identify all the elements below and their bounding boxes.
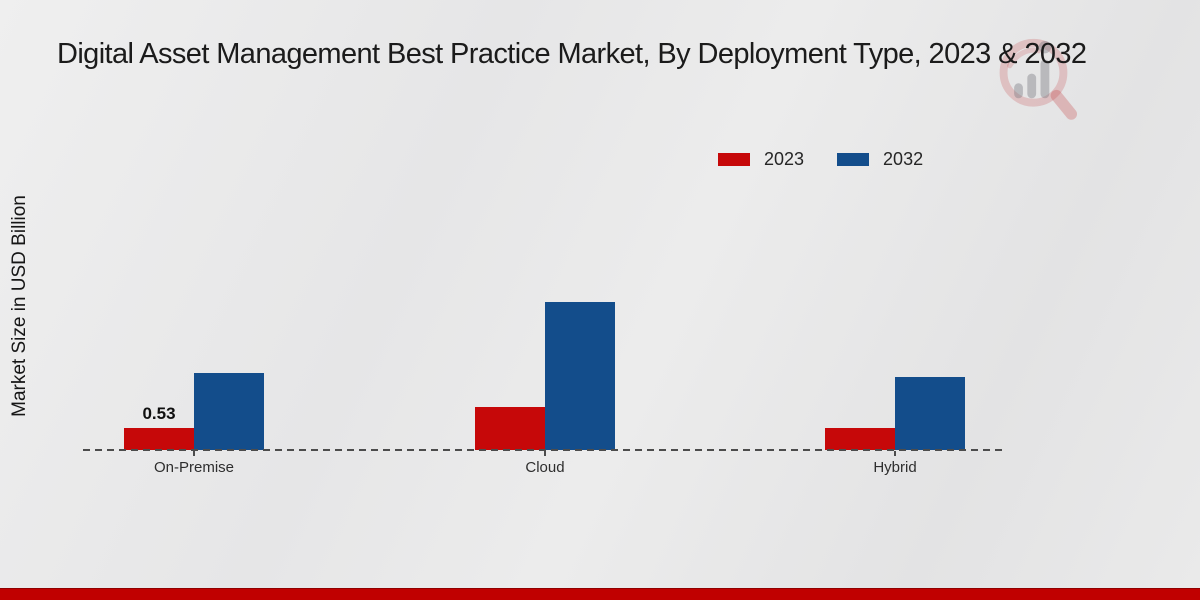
x-axis-tick-hybrid [894,451,896,456]
bar-2023-hybrid [825,428,895,450]
category-label-on-premise: On-Premise [153,459,235,476]
x-axis-baseline [83,449,1007,451]
footer-red-band [0,588,1200,600]
bar-2032-cloud [545,301,615,450]
legend-label-2032: 2032 [883,149,924,169]
y-axis-label: Market Size in USD Billion [9,195,30,417]
legend-swatch-2023 [718,153,750,166]
category-label-cloud: Cloud [525,459,565,476]
bar-value-label: 0.53 [142,404,176,424]
legend-swatch-2032 [837,153,870,166]
x-axis-tick-on-premise [193,451,195,456]
legend-label-2023: 2023 [764,149,805,169]
bar-2032-on-premise [194,373,264,450]
bar-2032-hybrid [895,377,965,450]
bar-2023-on-premise [124,428,194,450]
category-label-hybrid: Hybrid [873,459,917,476]
x-axis-tick-cloud [544,451,546,456]
bar-2023-cloud [475,406,545,450]
legend: 2023 2032 [718,149,956,170]
chart-title: Digital Asset Management Best Practice M… [57,38,1087,70]
